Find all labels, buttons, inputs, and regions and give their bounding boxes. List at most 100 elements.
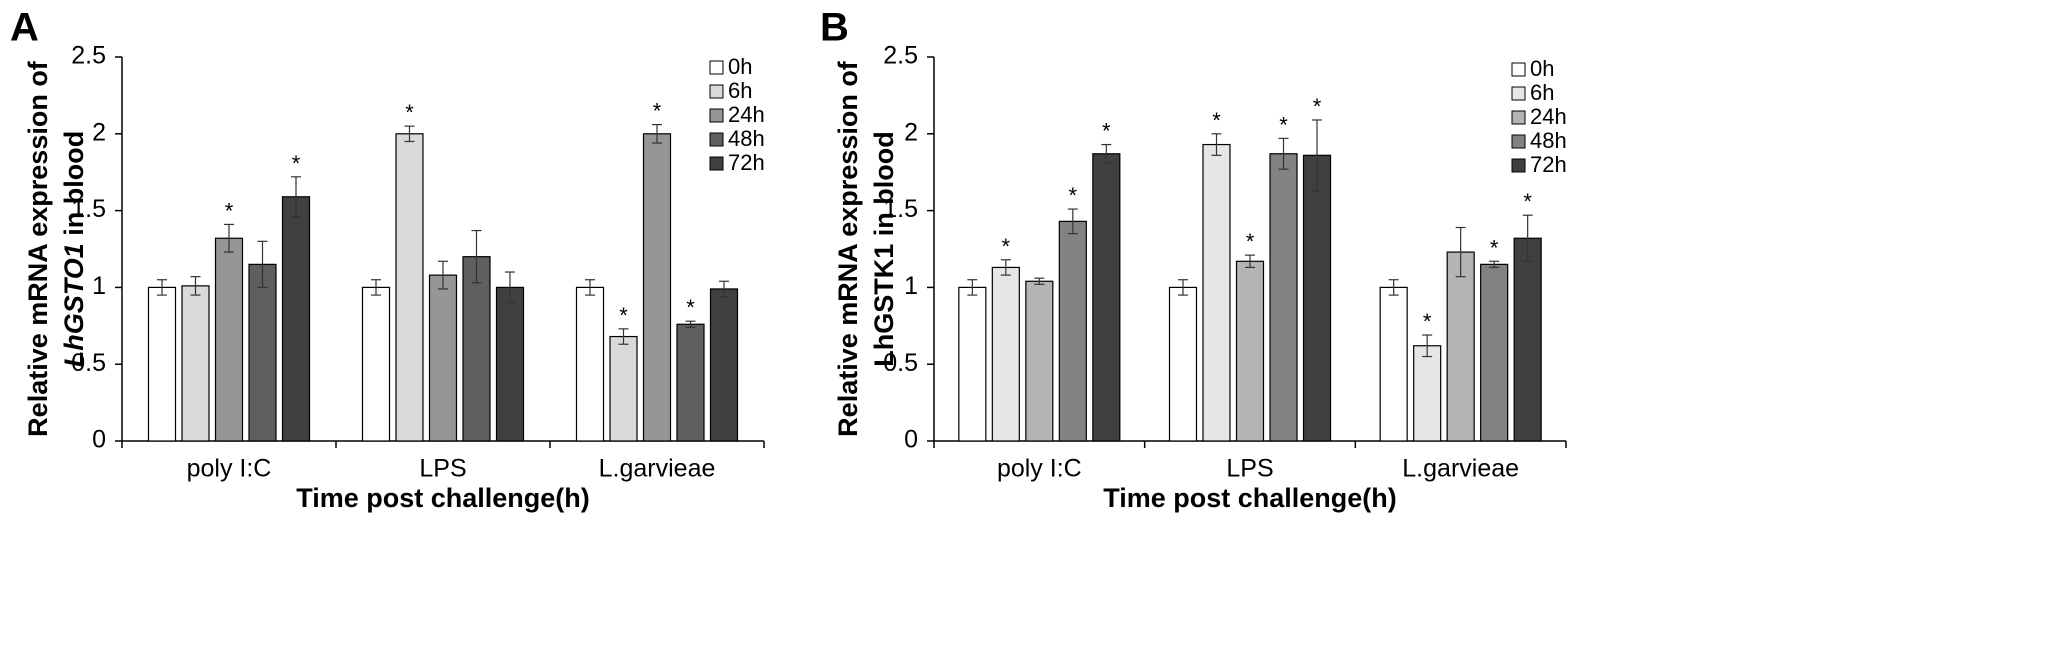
legend-entry: 48h	[728, 126, 765, 151]
legend-swatch	[1511, 134, 1526, 149]
bar	[1513, 237, 1542, 442]
y-tick-label: 1.5	[883, 195, 918, 223]
significance-marker: *	[292, 151, 301, 176]
significance-marker: *	[1523, 189, 1532, 214]
bar	[958, 286, 987, 442]
panel-label: B	[820, 6, 849, 50]
y-axis-title-suffix: in blood	[869, 131, 899, 243]
significance-marker: *	[1279, 112, 1288, 137]
x-category-label: L.garvieae	[1402, 455, 1519, 483]
bar	[1302, 154, 1332, 442]
legend-swatch	[1511, 62, 1526, 77]
y-tick-label: 0.5	[883, 349, 918, 377]
legend-entry: 24h	[1530, 104, 1567, 129]
legend-entry: 24h	[728, 102, 765, 127]
significance-marker: *	[225, 198, 234, 223]
bar	[1025, 280, 1054, 442]
x-axis-title: Time post challenge(h)	[296, 483, 590, 513]
bar	[1202, 143, 1231, 442]
legend-entry: 72h	[1530, 152, 1567, 177]
y-tick-label: 0.5	[71, 349, 106, 377]
bar	[147, 286, 177, 442]
panel-label: A	[10, 6, 39, 50]
bar	[361, 286, 391, 442]
y-axis-title-line2: LhGSTK1 in blood	[869, 131, 899, 367]
bar	[609, 335, 638, 442]
bar	[1379, 286, 1408, 442]
significance-marker: *	[686, 295, 695, 320]
bar	[462, 256, 491, 442]
significance-marker: *	[1069, 183, 1078, 208]
bar	[428, 274, 458, 442]
significance-marker: *	[1102, 119, 1111, 144]
x-category-label: poly I:C	[997, 455, 1082, 483]
y-tick-label: 1.5	[71, 195, 106, 223]
bar	[495, 286, 525, 442]
significance-marker: *	[653, 99, 662, 124]
x-category-label: poly I:C	[187, 455, 272, 483]
bar	[395, 133, 424, 442]
bar	[709, 288, 739, 442]
legend-swatch	[709, 84, 724, 99]
y-tick-label: 0	[92, 426, 106, 454]
legend-entry: 6h	[1530, 80, 1554, 105]
legend-swatch	[709, 60, 724, 75]
significance-marker: *	[1212, 108, 1221, 133]
legend-swatch	[1511, 158, 1526, 173]
bar	[1058, 220, 1087, 442]
bar	[642, 133, 672, 442]
significance-marker: *	[405, 100, 414, 125]
bar	[281, 196, 311, 442]
bar	[181, 285, 210, 442]
legend-entry: 0h	[728, 54, 752, 79]
significance-marker: *	[1423, 309, 1432, 334]
bar	[1413, 345, 1442, 442]
significance-marker: *	[1313, 94, 1322, 119]
y-axis-title-line1: Relative mRNA expression of	[833, 60, 863, 437]
legend-entry: 72h	[728, 150, 765, 175]
legend-entry: 0h	[1530, 56, 1554, 81]
significance-marker: *	[1490, 235, 1499, 260]
bar	[991, 266, 1020, 442]
legend-entry: 6h	[728, 78, 752, 103]
x-axis-title: Time post challenge(h)	[1103, 483, 1397, 513]
x-category-label: L.garvieae	[599, 455, 716, 483]
legend-swatch	[709, 156, 724, 171]
y-tick-label: 1	[904, 272, 918, 300]
bar	[1480, 263, 1509, 442]
x-category-label: LPS	[419, 455, 466, 483]
bar	[575, 286, 605, 442]
y-axis-title-line2: LhGSTO1 in blood	[59, 131, 89, 368]
y-tick-label: 2	[904, 118, 918, 146]
legend-swatch	[709, 132, 724, 147]
y-axis-title-gene: LhGSTK1	[869, 244, 899, 367]
bar	[214, 237, 244, 442]
chart-panel-a: A 0 0.5 1 1.5 2 2.5 poly I:C LPS L.garvieae * * * * * *…	[10, 6, 765, 513]
legend-swatch	[1511, 86, 1526, 101]
y-tick-label: 1	[92, 272, 106, 300]
y-axis-title-suffix: in blood	[59, 131, 89, 243]
legend-entry: 48h	[1530, 128, 1567, 153]
y-tick-label: 2	[92, 118, 106, 146]
bar	[1269, 153, 1298, 442]
bar	[248, 263, 277, 442]
bar	[1446, 251, 1475, 442]
significance-marker: *	[619, 303, 628, 328]
bar	[1092, 153, 1121, 442]
y-axis-title-gene: LhGSTO1	[59, 243, 89, 367]
bar	[676, 323, 705, 442]
bar	[1235, 260, 1265, 442]
significance-marker: *	[1246, 229, 1255, 254]
y-tick-label: 2.5	[883, 42, 918, 70]
legend-swatch	[1511, 110, 1526, 125]
y-tick-label: 2.5	[71, 42, 106, 70]
chart-panel-b: B 0 0.5 1 1.5 2 2.5 poly I:C LPS L.garvieae * * * * * *…	[820, 6, 1567, 513]
legend-swatch	[709, 108, 724, 123]
significance-marker: *	[1002, 234, 1011, 259]
y-axis-title-line1: Relative mRNA expression of	[23, 60, 53, 437]
x-category-label: LPS	[1226, 455, 1273, 483]
bar	[1168, 286, 1198, 442]
